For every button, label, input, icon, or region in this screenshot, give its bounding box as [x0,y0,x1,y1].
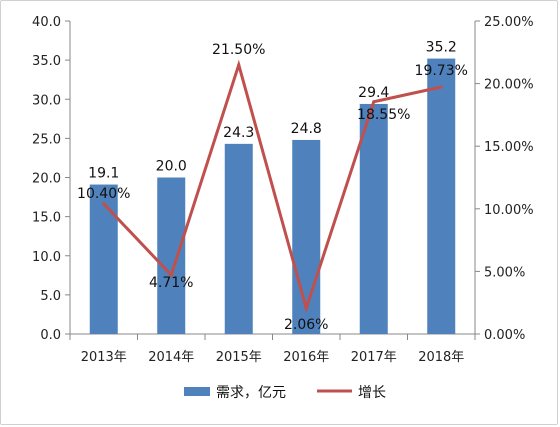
growth-value-label: 19.73% [415,63,468,79]
right-tick-label: 0.00% [484,328,525,343]
line-series [102,59,443,314]
bar-value-label: 24.3 [223,125,254,141]
line-point [169,273,173,277]
right-tick-label: 15.00% [484,140,534,155]
legend: 需求，亿元 增长 [184,385,386,401]
line-point [237,63,241,67]
growth-value-label: 21.50% [212,42,265,58]
bar-value-label: 20.0 [156,159,187,175]
left-tick-label: 25.0 [32,132,61,147]
bar-value-label: 29.4 [358,85,389,101]
right-tick-label: 25.00% [484,15,534,30]
left-tick-label: 35.0 [32,54,61,69]
growth-line [102,59,442,314]
legend-line-label: 增长 [358,385,386,401]
bar [359,103,388,334]
right-tick-label: 20.00% [484,78,534,93]
x-tick-label: 2015年 [216,350,262,365]
left-tick-label: 5.0 [40,289,61,304]
left-tick-label: 15.0 [32,211,61,226]
bar [224,143,253,334]
bar [427,58,456,335]
bar-value-label: 19.1 [88,166,119,182]
legend-bar-swatch [184,387,210,396]
line-point [304,306,308,310]
growth-value-label: 2.06% [284,317,328,333]
line-point [439,85,443,89]
growth-value-label: 18.55% [357,107,410,123]
axes: 0.0 5.0 10.0 15.0 20.0 25.0 30.0 35.0 40.0 0.00% 5… [32,15,534,365]
line-point [372,100,376,104]
bar [89,184,118,334]
left-tick-label: 20.0 [32,172,61,187]
bar [157,177,186,334]
right-tick-label: 5.00% [484,265,525,280]
x-tick-label: 2016年 [283,350,329,365]
left-tick-label: 30.0 [32,93,61,108]
right-tick-label: 10.00% [484,203,534,218]
x-tick-label: 2013年 [81,350,127,365]
left-tick-label: 10.0 [32,250,61,265]
left-tick-label: 40.0 [32,15,61,30]
x-tick-label: 2018年 [418,350,464,365]
bar-value-label: 35.2 [426,40,457,56]
line-point [102,202,106,206]
bar-series [89,58,456,335]
growth-value-label: 10.40% [77,186,130,202]
left-tick-label: 0.0 [40,328,61,343]
bar-value-label: 24.8 [291,121,322,137]
data-labels: 19.1 20.0 24.3 24.8 29.4 35.2 10.40% 4.71% 21.50… [77,40,468,334]
legend-bar-label: 需求，亿元 [216,385,286,401]
bar [292,139,321,334]
growth-value-label: 4.71% [149,275,193,291]
x-tick-label: 2017年 [351,350,397,365]
x-tick-label: 2014年 [148,350,194,365]
